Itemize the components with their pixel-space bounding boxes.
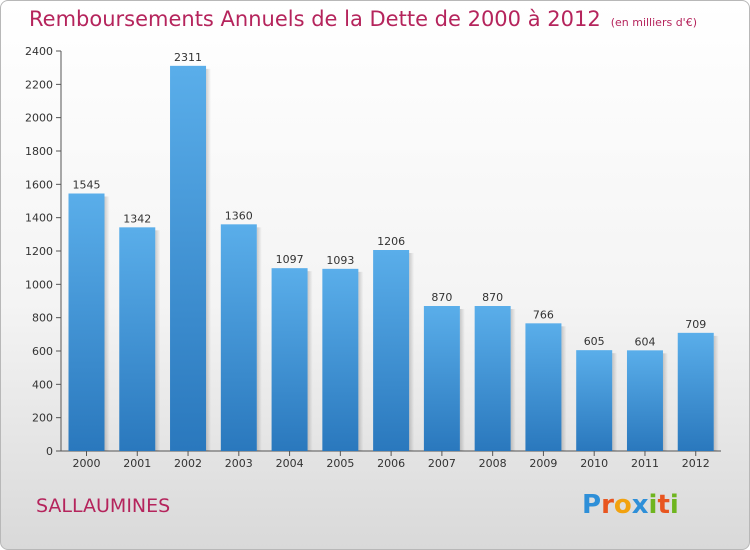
logo-letter: t (657, 490, 670, 520)
y-tick-label: 0 (46, 445, 53, 458)
logo-letter: i (669, 490, 679, 520)
y-tick-label: 2400 (25, 45, 53, 58)
bar-shadow (104, 196, 110, 451)
x-tick-label: 2003 (225, 457, 253, 470)
x-tick-label: 2002 (174, 457, 202, 470)
bar-shadow (510, 309, 516, 451)
bar-value-label: 709 (685, 318, 706, 331)
bar-value-label: 1342 (123, 212, 151, 225)
bar-shadow (358, 271, 364, 451)
x-tick-label: 2001 (123, 457, 151, 470)
y-tick-label: 1400 (25, 212, 53, 225)
chart-title: Remboursements Annuels de la Dette de 20… (29, 7, 601, 31)
bar-shadow (155, 230, 161, 451)
bar-shadow (409, 253, 415, 451)
chart-unit: (en milliers d'€) (610, 16, 697, 29)
bar (373, 250, 410, 451)
bar (576, 350, 613, 451)
x-tick-label: 2007 (428, 457, 456, 470)
y-tick-label: 600 (32, 345, 53, 358)
bar-value-label: 2311 (174, 51, 202, 64)
bar (525, 323, 562, 451)
bar-shadow (561, 326, 567, 451)
y-tick-label: 2000 (25, 112, 53, 125)
bar (474, 306, 511, 451)
y-tick-label: 1000 (25, 278, 53, 291)
logo-letter: o (613, 490, 632, 520)
bar-value-label: 870 (431, 291, 452, 304)
bar-value-label: 1360 (225, 209, 253, 222)
bar-value-label: 605 (584, 335, 605, 348)
logo-letter: r (601, 490, 614, 520)
bar (68, 193, 105, 451)
bar (170, 65, 207, 451)
bar-shadow (206, 68, 212, 451)
y-tick-label: 800 (32, 312, 53, 325)
bar-value-label: 604 (634, 335, 655, 348)
y-tick-label: 1800 (25, 145, 53, 158)
bar-shadow (713, 335, 719, 451)
x-tick-label: 2005 (326, 457, 354, 470)
bar (626, 350, 663, 451)
bar-value-label: 1206 (377, 235, 405, 248)
x-tick-label: 2006 (377, 457, 405, 470)
logo-letter: x (631, 490, 649, 520)
bar-value-label: 1093 (326, 254, 354, 267)
bar (119, 227, 156, 451)
y-tick-label: 1600 (25, 178, 53, 191)
bar (423, 306, 460, 451)
bar-value-label: 1545 (73, 179, 101, 192)
logo-letter: P (582, 490, 602, 520)
x-tick-label: 2012 (682, 457, 710, 470)
bar-shadow (256, 227, 262, 451)
x-tick-label: 2004 (276, 457, 304, 470)
logo-letter: i (648, 490, 658, 520)
bar-shadow (662, 353, 668, 451)
bar-value-label: 1097 (276, 253, 304, 266)
x-tick-label: 2009 (529, 457, 557, 470)
bar-value-label: 766 (533, 308, 554, 321)
bar-value-label: 870 (482, 291, 503, 304)
bar (220, 224, 257, 451)
bar (677, 332, 714, 451)
bar (322, 268, 359, 451)
x-tick-label: 2008 (479, 457, 507, 470)
y-tick-label: 200 (32, 412, 53, 425)
y-tick-label: 400 (32, 378, 53, 391)
bar-shadow (307, 271, 313, 451)
x-tick-label: 2000 (73, 457, 101, 470)
bar (271, 268, 308, 451)
x-tick-label: 2011 (631, 457, 659, 470)
y-tick-label: 1200 (25, 245, 53, 258)
bar-shadow (612, 353, 618, 451)
proxiti-logo[interactable]: Proxiti (582, 490, 679, 520)
y-tick-label: 2200 (25, 78, 53, 91)
chart-title-row: Remboursements Annuels de la Dette de 20… (29, 7, 697, 31)
bar-shadow (459, 309, 465, 451)
x-tick-label: 2010 (580, 457, 608, 470)
city-name: SALLAUMINES (36, 495, 171, 517)
